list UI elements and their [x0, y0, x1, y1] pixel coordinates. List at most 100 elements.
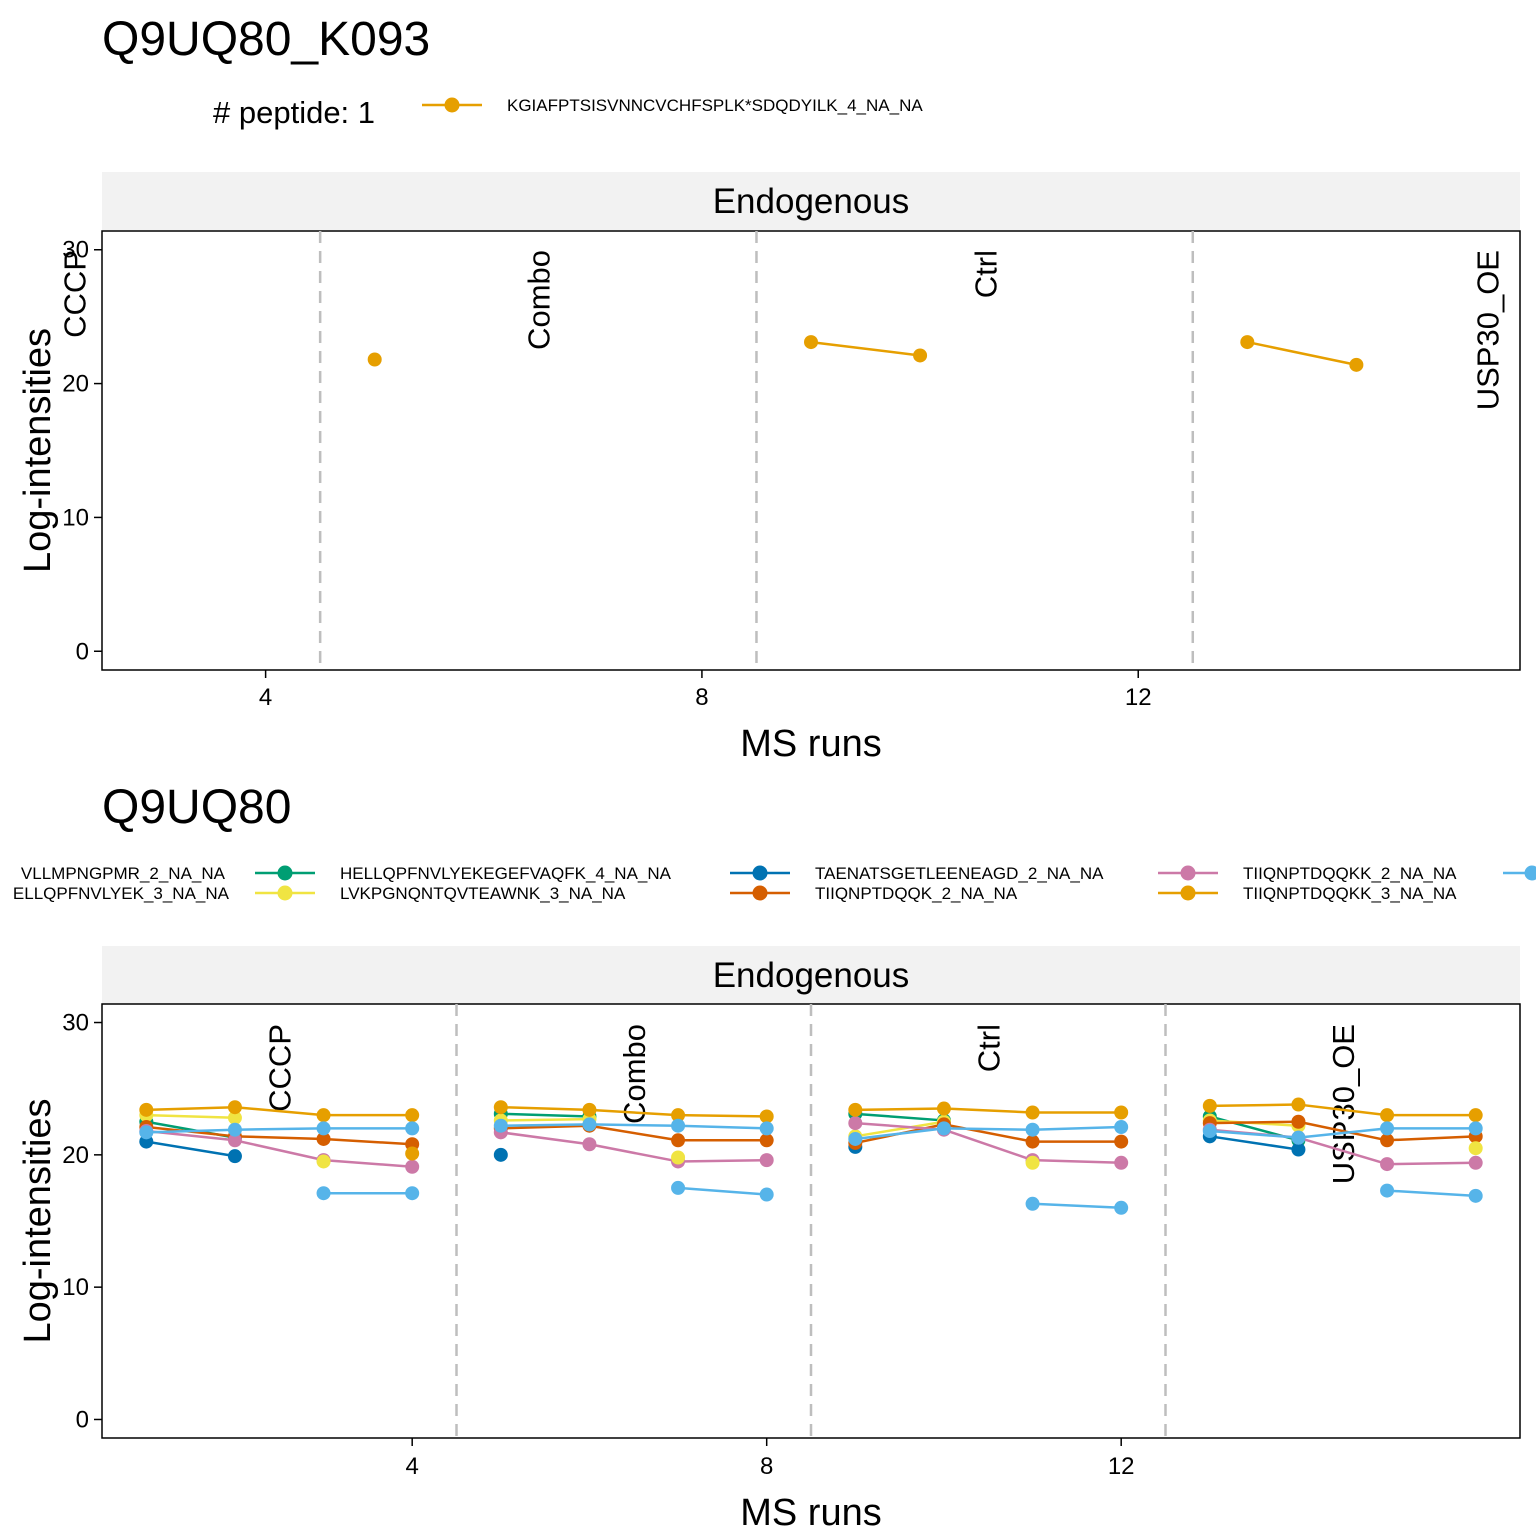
chart-1: Q9UQ80_K093 # peptide: 1 KGIAFPTSISVNNCVCH… [17, 13, 1521, 765]
data-point [139, 1102, 154, 1117]
data-point [1291, 1097, 1306, 1112]
series-line [1209, 1120, 1299, 1125]
data-point [405, 1186, 420, 1201]
data-point [493, 1118, 508, 1133]
series-line [1387, 1161, 1476, 1166]
group-label: USP30_OE [1326, 1024, 1361, 1184]
data-point [848, 1102, 863, 1117]
series-line [1298, 1120, 1388, 1142]
series-line [855, 1112, 945, 1122]
data-point [1025, 1134, 1040, 1149]
legend-key-point [444, 97, 460, 113]
series-line [234, 1127, 324, 1131]
data-point [227, 1149, 242, 1164]
facet-strip-label: Endogenous [713, 182, 910, 221]
y-tick-label: 10 [62, 504, 89, 531]
data-point [405, 1159, 420, 1174]
group-label: USP30_OE [1470, 250, 1505, 410]
legend-key-point [1180, 865, 1196, 881]
series-line [1209, 1135, 1299, 1151]
chart-title: Q9UQ80 [102, 781, 291, 834]
data-point [936, 1121, 951, 1136]
series-line [589, 1108, 679, 1117]
y-axis-label: Log-intensities [17, 328, 59, 573]
data-point [316, 1108, 331, 1123]
group-label: Combo [617, 1024, 652, 1124]
chart-2: Q9UQ80 VLLMPNGPMR_2_NA_NAELLQPFNVLYEK_3_N… [13, 781, 1536, 1534]
data-point [1380, 1121, 1395, 1136]
legend-label: TIIQNPTDQQKK_3_NA_NA [1243, 884, 1457, 903]
data-point [227, 1133, 242, 1148]
legend-label: KGIAFPTSISVNNCVCHFSPLK*SDQDYILK_4_NA_NA [507, 96, 923, 115]
series-line [234, 1139, 324, 1162]
series-line [1032, 1125, 1122, 1131]
series-line [589, 1143, 679, 1163]
series-line [234, 1135, 324, 1141]
series-line [677, 1186, 767, 1196]
legend-label: VLLMPNGPMR_2_NA_NA [21, 864, 226, 883]
data-point [1468, 1155, 1483, 1170]
y-tick-label: 20 [62, 371, 89, 398]
data-point [227, 1100, 242, 1115]
legend-key-point [752, 885, 768, 901]
series-line [678, 1113, 767, 1118]
series-line [678, 1124, 767, 1130]
data-point [671, 1180, 686, 1195]
group-label: Combo [521, 250, 556, 350]
data-point [316, 1154, 331, 1169]
data-point [1380, 1183, 1395, 1198]
data-point [405, 1121, 420, 1136]
legend: # peptide: 1 KGIAFPTSISVNNCVCHFSPLK*SDQDY… [213, 95, 923, 130]
series-line [1209, 1129, 1299, 1139]
series-line [146, 1105, 235, 1112]
data-point [1025, 1155, 1040, 1170]
legend-key-point [752, 865, 768, 881]
series-line [1298, 1103, 1388, 1117]
data-point [1380, 1157, 1395, 1172]
series-line [500, 1123, 590, 1127]
series-line [1386, 1189, 1476, 1198]
data-point [227, 1110, 242, 1125]
data-point [1291, 1142, 1306, 1157]
x-axis-label: MS runs [740, 723, 881, 765]
series-layer [367, 335, 1364, 372]
data-point [405, 1108, 420, 1123]
data-point [1114, 1155, 1129, 1170]
data-point [582, 1117, 597, 1132]
data-point [1380, 1133, 1395, 1148]
x-tick-label: 12 [1125, 684, 1152, 711]
data-point [759, 1153, 774, 1168]
data-point [139, 1125, 154, 1140]
series-line [500, 1105, 590, 1112]
data-point [1291, 1130, 1306, 1145]
y-tick-label: 0 [76, 638, 89, 665]
data-point [1468, 1108, 1483, 1123]
series-line [855, 1121, 945, 1131]
legend-label: HELLQPFNVLYEKEGEFVAQFK_4_NA_NA [340, 864, 672, 883]
legend-label: TAENATSGETLEENEAGD_2_NA_NA [815, 864, 1104, 883]
series-line [500, 1117, 590, 1122]
y-tick-label: 30 [62, 1010, 89, 1037]
data-point [582, 1102, 597, 1117]
data-point [1025, 1122, 1040, 1137]
data-point [582, 1137, 597, 1152]
data-point [1468, 1121, 1483, 1136]
series-line [855, 1107, 944, 1112]
series-line [323, 1158, 413, 1168]
series-line [1298, 1127, 1388, 1139]
series-line [943, 1128, 1033, 1162]
legend-key-point [1180, 885, 1196, 901]
x-axis-label: MS runs [740, 1492, 881, 1534]
data-point [1114, 1120, 1129, 1135]
series-line [146, 1113, 235, 1120]
data-point [1025, 1105, 1040, 1120]
series-line [323, 1137, 413, 1146]
y-tick-label: 20 [62, 1142, 89, 1169]
legend-key-point [1524, 865, 1536, 881]
legend-label: LVKPGNQNTQVTEAWNK_3_NA_NA [340, 884, 626, 903]
series-line [1032, 1158, 1122, 1165]
data-point [405, 1146, 420, 1161]
data-point [1291, 1114, 1306, 1129]
series-line [146, 1128, 235, 1134]
data-point [1025, 1196, 1040, 1211]
